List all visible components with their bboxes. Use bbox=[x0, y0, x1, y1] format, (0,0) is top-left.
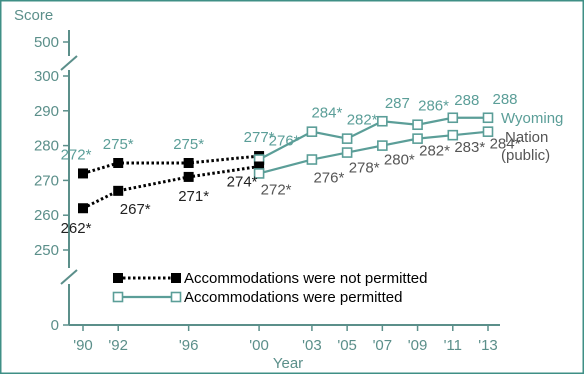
data-label-2-1992: 267* bbox=[120, 201, 151, 218]
data-label-2-1990: 262* bbox=[61, 220, 92, 237]
y-tick-label-290: 290 bbox=[34, 103, 59, 120]
data-label-2-1996: 271* bbox=[178, 188, 209, 205]
marker-3-2005 bbox=[341, 147, 353, 158]
marker-2-1990 bbox=[78, 203, 88, 214]
legend-marker-0-0 bbox=[113, 273, 123, 283]
axes bbox=[60, 30, 500, 326]
x-tick-label-2009: '09 bbox=[408, 337, 428, 354]
x-tick-label-2011: '11 bbox=[444, 337, 462, 354]
data-label-0-1992: 275* bbox=[103, 136, 134, 153]
x-tick-label-2007: '07 bbox=[373, 337, 393, 354]
y-axis-break-lower bbox=[60, 269, 78, 285]
x-tick-label-1996: '96 bbox=[179, 337, 199, 354]
y-tick-label-280: 280 bbox=[34, 138, 59, 155]
x-axis-title: Year bbox=[273, 355, 303, 372]
data-label-3-2005: 278* bbox=[349, 160, 380, 177]
data-label-2-2000: 274* bbox=[227, 173, 258, 190]
data-label-3-2013: 284* bbox=[490, 136, 521, 153]
x-ticks: '90 '92 '96 '00 '03 '05 '07 '09 '11 '13 bbox=[73, 325, 498, 354]
marker-3-2013 bbox=[482, 126, 494, 137]
y-tick-label-270: 270 bbox=[34, 172, 59, 189]
data-label-1-2007: 287 bbox=[385, 95, 410, 112]
x-tick-label-2003: '03 bbox=[302, 337, 322, 354]
series-layer bbox=[78, 112, 494, 214]
data-label-0-2000: 277* bbox=[244, 129, 275, 146]
data-labels: 272*275* 275* 277*276*284* 282*287 286* 288 28… bbox=[61, 91, 521, 237]
x-tick-label-1990: '90 bbox=[73, 337, 93, 354]
marker-1-2011 bbox=[447, 112, 459, 124]
y-tick-label-300: 300 bbox=[34, 68, 59, 85]
x-tick-label-2005: '05 bbox=[337, 337, 357, 354]
data-label-1-2000: 276* bbox=[269, 133, 300, 150]
legend-marker-1-0 bbox=[112, 291, 124, 303]
data-label-1-2005: 282* bbox=[347, 112, 378, 129]
marker-3-2009 bbox=[412, 133, 423, 144]
marker-1-2007 bbox=[377, 115, 388, 127]
legend-label-1: Accommodations were permitted bbox=[184, 289, 402, 306]
y-tick-label-250: 250 bbox=[34, 242, 59, 259]
marker-2-1996 bbox=[183, 171, 194, 182]
series-label-nation-public: (public) bbox=[501, 147, 550, 164]
legend-label-0: Accommodations were not permitted bbox=[184, 270, 427, 287]
data-label-0-1996: 275* bbox=[173, 136, 204, 153]
data-label-3-2003: 276* bbox=[313, 170, 344, 187]
data-label-1-2011: 288 bbox=[454, 92, 479, 109]
legend: Accommodations were not permitted Accommo… bbox=[112, 270, 427, 306]
legend-marker-0-1 bbox=[171, 273, 181, 283]
marker-2-1992 bbox=[113, 185, 124, 196]
y-tick-label-0: 0 bbox=[51, 317, 59, 334]
y-ticks: 500 250 260 270 280 290 300 0 bbox=[34, 34, 69, 334]
data-label-1-2003: 284* bbox=[311, 105, 342, 122]
marker-3-2007 bbox=[377, 140, 388, 151]
marker-0-1996 bbox=[183, 158, 194, 168]
marker-3-2011 bbox=[447, 129, 459, 141]
series-line-0 bbox=[82, 154, 260, 175]
data-label-0-1990: 272* bbox=[61, 146, 92, 163]
marker-1-2009 bbox=[412, 119, 423, 131]
data-label-3-2007: 280* bbox=[384, 152, 415, 169]
y-axis-break-upper bbox=[60, 55, 78, 71]
y-axis-title: Score bbox=[14, 7, 53, 24]
x-tick-label-1992: '92 bbox=[108, 337, 128, 354]
series-label-wyoming: Wyoming bbox=[501, 110, 563, 127]
y-tick-label-500: 500 bbox=[34, 34, 59, 51]
data-label-1-2009: 286* bbox=[418, 98, 449, 115]
x-tick-label-2000: '00 bbox=[249, 337, 269, 354]
data-label-3-2000: 272* bbox=[261, 181, 292, 198]
marker-1-2003 bbox=[306, 126, 318, 137]
y-tick-label-260: 260 bbox=[34, 207, 59, 224]
marker-1-2013 bbox=[482, 112, 494, 124]
marker-0-1992 bbox=[113, 158, 124, 168]
marker-0-1990 bbox=[78, 168, 88, 179]
data-label-3-2011: 283* bbox=[454, 139, 485, 156]
series-label-nation: Nation bbox=[505, 129, 548, 146]
legend-marker-1-1 bbox=[170, 291, 182, 303]
data-label-3-2009: 282* bbox=[419, 143, 450, 160]
x-tick-label-2013: '13 bbox=[478, 337, 498, 354]
marker-3-2000 bbox=[253, 168, 265, 179]
marker-3-2003 bbox=[306, 154, 318, 165]
data-label-1-2013: 288 bbox=[492, 91, 517, 108]
marker-1-2005 bbox=[341, 133, 353, 144]
series-line-2 bbox=[82, 164, 260, 210]
